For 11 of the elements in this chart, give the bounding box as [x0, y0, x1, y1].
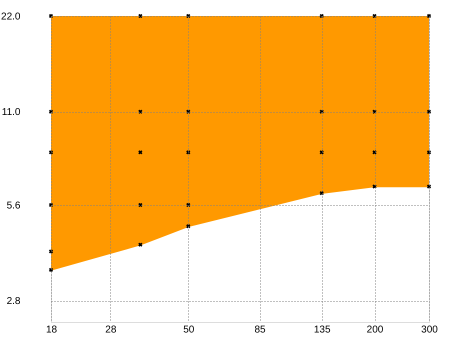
x-tick-label: 28: [105, 324, 117, 336]
y-tick-label: 2.8: [6, 296, 21, 308]
y-tick-label: 5.6: [6, 200, 21, 212]
y-tick-label: 11.0: [2, 107, 21, 118]
x-tick-label: 50: [183, 324, 195, 336]
x-tick-label: 18: [46, 324, 58, 336]
x-tick-label: 85: [254, 324, 266, 336]
x-tick-label: 200: [366, 324, 384, 336]
x-tick-label: 300: [421, 324, 438, 336]
y-tick-label: 22.0: [1, 12, 21, 22]
x-tick-label: 135: [314, 324, 331, 336]
